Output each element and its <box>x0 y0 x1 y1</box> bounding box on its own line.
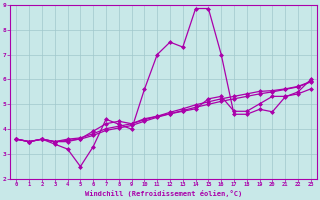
X-axis label: Windchill (Refroidissement éolien,°C): Windchill (Refroidissement éolien,°C) <box>85 190 242 197</box>
